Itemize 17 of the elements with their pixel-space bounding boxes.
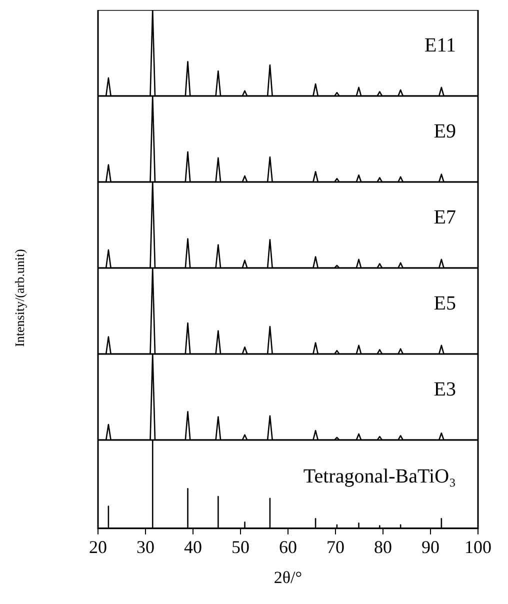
x-tick-label: 100 bbox=[464, 536, 492, 557]
series-label: E5 bbox=[434, 292, 456, 314]
series-label: E9 bbox=[434, 120, 456, 142]
x-tick-label: 50 bbox=[232, 536, 250, 557]
y-axis-title: Intensity/(arb.unit) bbox=[12, 248, 28, 349]
x-axis-title: 2θ/° bbox=[272, 568, 304, 588]
x-tick-label: 90 bbox=[422, 536, 440, 557]
series-label: E7 bbox=[434, 206, 456, 228]
x-tick-label: 60 bbox=[279, 536, 297, 557]
series-label: Tetragonal-BaTiO₃ bbox=[303, 465, 456, 488]
x-tick-label: 30 bbox=[136, 536, 154, 557]
series-label: E3 bbox=[434, 378, 456, 400]
x-tick-label: 20 bbox=[89, 536, 107, 557]
x-tick-label: 40 bbox=[184, 536, 202, 557]
series-label: E11 bbox=[424, 34, 456, 56]
x-tick-label: 80 bbox=[374, 536, 392, 557]
x-tick-label: 70 bbox=[326, 536, 344, 557]
